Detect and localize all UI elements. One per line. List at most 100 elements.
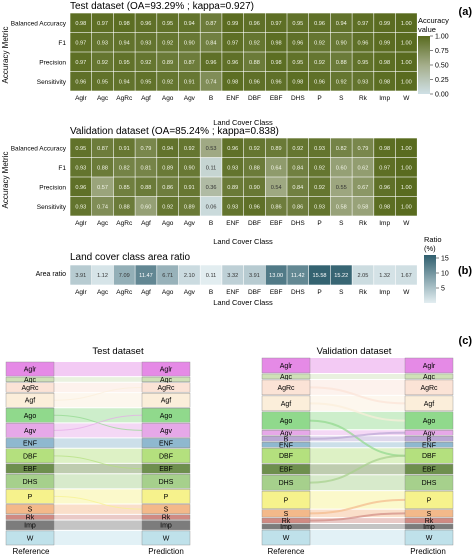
ratio-cell	[309, 265, 331, 285]
sankey-node-label: S	[427, 511, 432, 518]
heatmap-cell-value: 0.36	[206, 185, 217, 191]
heatmap-cell-value: 0.93	[75, 204, 86, 210]
sankey-flow	[310, 491, 405, 509]
heatmap-cell-value: 0.93	[227, 165, 238, 171]
ratio-legend: Ratio (%) 15 10 5	[424, 235, 449, 303]
sankey-node-prediction	[141, 463, 191, 474]
heatmap-cell-value: 0.90	[249, 185, 260, 191]
heatmap-cell	[222, 13, 244, 33]
heatmap-cell-value: 0.98	[292, 79, 303, 85]
sankey-node-label: Agf	[161, 398, 172, 405]
heatmap-cell	[92, 138, 114, 158]
accuracy-tick-label: 0.00	[435, 92, 449, 99]
heatmap-cell	[243, 157, 265, 177]
heatmap-cell-value: 0.92	[162, 79, 173, 85]
sankey-node-label: P	[28, 494, 33, 501]
sankey-node-prediction	[404, 395, 454, 412]
ratio-cell-value: 2.10	[184, 273, 195, 279]
heatmap-cell	[265, 177, 287, 197]
heatmap-cell-value: 0.95	[97, 79, 108, 85]
heatmap-cell-value: 0.96	[75, 79, 86, 85]
sankey-flow	[310, 395, 405, 411]
heatmap-row-label: Sensitivity	[37, 204, 67, 211]
heatmap-validation-xlabel: Land Cover Class	[213, 237, 273, 246]
sankey-node-reference	[261, 436, 311, 442]
heatmap-cell	[178, 52, 200, 72]
heatmap-col-label: Agv	[184, 95, 196, 102]
heatmap-cell	[287, 13, 309, 33]
sankey-node-label: DBF	[159, 453, 173, 460]
sankey-cross-flow	[309, 454, 406, 484]
sankey-node-label: EBF	[23, 466, 37, 473]
heatmap-cell	[352, 138, 374, 158]
sankey-node-label: Aglr	[423, 363, 436, 370]
heatmap-cell-value: 0.87	[206, 21, 217, 27]
heatmap-col-label: Ago	[162, 95, 174, 102]
ratio-col-label: Ago	[162, 289, 174, 296]
heatmap-cell	[374, 52, 396, 72]
ratio-col-label: EBF	[270, 289, 283, 296]
sankey-validation-title: Validation dataset	[317, 346, 392, 357]
ratio-cell	[222, 265, 244, 285]
ratio-cell-value: 7.09	[119, 273, 130, 279]
heatmap-col-label: P	[317, 220, 321, 227]
heatmap-col-label: Imp	[379, 95, 390, 102]
sankey-node-label: Agv	[280, 430, 293, 437]
heatmap-cell-value: 0.98	[379, 204, 390, 210]
sankey-node-label: P	[164, 494, 169, 501]
heatmap-cell	[200, 71, 222, 91]
ratio-col-label: Agc	[97, 289, 109, 296]
heatmap-cell-value: 1.00	[401, 60, 412, 66]
heatmap-cell	[395, 13, 417, 33]
heatmap-cell	[330, 196, 352, 216]
heatmap-cell-value: 0.91	[184, 185, 195, 191]
heatmap-cell-value: 0.95	[292, 60, 303, 66]
heatmap-cell-value: 0.84	[292, 185, 303, 191]
heatmap-col-label: ENF	[226, 220, 239, 227]
heatmap-cell	[287, 157, 309, 177]
heatmap-cell-value: 0.98	[119, 21, 130, 27]
heatmap-cell	[157, 177, 179, 197]
heatmap-col-label: B	[209, 95, 213, 102]
heatmap-cell-value: 1.00	[401, 21, 412, 27]
sankey-cross-flow	[53, 386, 143, 401]
sankey-node-prediction	[141, 474, 191, 489]
accuracy-tick-label: 0.50	[435, 63, 449, 70]
heatmap-cell-value: 0.97	[379, 165, 390, 171]
heatmap-cell-value: 0.93	[314, 204, 325, 210]
heatmap-cell-value: 0.90	[336, 40, 347, 46]
heatmap-cell	[243, 177, 265, 197]
heatmap-cell-value: 0.92	[292, 146, 303, 152]
sankey-flow	[54, 448, 142, 463]
sankey-node-reference	[5, 438, 55, 449]
heatmap-cell-value: 0.87	[184, 60, 195, 66]
sankey-node-prediction	[404, 474, 454, 491]
heatmap-row-label: Balanced Accuracy	[11, 20, 67, 27]
sankey-flow	[54, 514, 142, 520]
heatmap-cell-value: 0.82	[336, 146, 347, 152]
heatmap-cell	[200, 177, 222, 197]
heatmap-col-label: AgRc	[116, 95, 133, 102]
heatmap-cell	[287, 52, 309, 72]
ratio-heatmap: Land cover class area ratio Area ratio 3…	[36, 252, 417, 307]
heatmap-cell-value: 0.97	[271, 21, 282, 27]
heatmap-cell	[200, 157, 222, 177]
sankey-cross-flow	[309, 512, 406, 522]
sankey-node-reference	[261, 529, 311, 546]
heatmap-cell	[395, 32, 417, 52]
sankey-node-label: EBF	[279, 467, 293, 474]
heatmap-cell-value: 0.88	[249, 165, 260, 171]
heatmap-cell	[330, 177, 352, 197]
sankey-flow	[310, 358, 405, 373]
heatmap-cell	[309, 32, 331, 52]
heatmap-cell	[330, 71, 352, 91]
sankey-node-reference	[5, 423, 55, 438]
heatmap-cell	[287, 32, 309, 52]
sankey-node-label: Aglr	[160, 367, 173, 374]
heatmap-cell	[178, 196, 200, 216]
heatmap-cell	[178, 138, 200, 158]
heatmap-cell-value: 0.99	[379, 21, 390, 27]
sankey-node-reference	[5, 474, 55, 489]
ratio-cell	[265, 265, 287, 285]
